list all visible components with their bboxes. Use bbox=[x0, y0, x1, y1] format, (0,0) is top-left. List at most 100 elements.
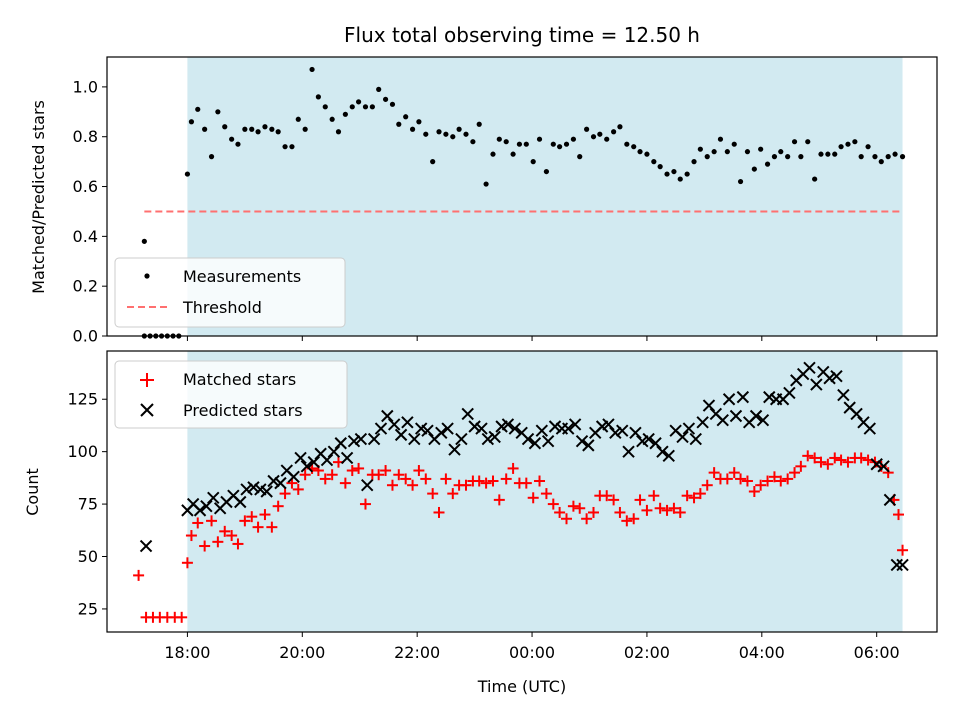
measurement-point bbox=[382, 96, 389, 102]
predicted-star-point bbox=[435, 426, 448, 439]
matched-star-point bbox=[567, 500, 579, 512]
measurement-point bbox=[141, 238, 147, 244]
matched-star-point bbox=[480, 477, 492, 489]
count-y-tick-label: 50 bbox=[78, 547, 98, 566]
measurement-point bbox=[235, 141, 241, 147]
measurement-point bbox=[657, 164, 663, 170]
measurement-point bbox=[737, 178, 744, 185]
matched-star-point bbox=[359, 498, 371, 510]
measurement-point bbox=[275, 129, 281, 135]
predicted-star-point bbox=[421, 424, 434, 437]
predicted-star-point bbox=[468, 420, 481, 433]
legend-matched-marker bbox=[140, 373, 154, 387]
matched-star-point bbox=[239, 515, 251, 527]
matched-star-point bbox=[688, 492, 700, 504]
predicted-star-point bbox=[676, 430, 689, 444]
matched-star-point bbox=[440, 473, 452, 485]
matched-star-point bbox=[802, 450, 814, 462]
measurement-point bbox=[476, 121, 482, 127]
predicted-star-point bbox=[736, 390, 750, 404]
matched-star-point bbox=[554, 506, 566, 518]
measurement-point bbox=[315, 94, 321, 100]
measurement-point bbox=[369, 104, 375, 110]
matched-star-point bbox=[648, 490, 660, 502]
predicted-star-point bbox=[756, 413, 770, 427]
predicted-star-point bbox=[455, 432, 468, 446]
matched-star-point bbox=[185, 530, 197, 542]
predicted-star-point bbox=[294, 451, 307, 465]
matched-star-point bbox=[762, 475, 774, 487]
x-tick-label: 04:00 bbox=[739, 643, 785, 662]
matched-star-point bbox=[735, 473, 747, 485]
predicted-star-point bbox=[682, 422, 696, 435]
predicted-star-point bbox=[528, 437, 542, 450]
measurement-point bbox=[611, 129, 617, 135]
matched-star-point bbox=[272, 500, 284, 512]
matched-star-point bbox=[206, 515, 218, 527]
matched-star-point bbox=[601, 490, 613, 502]
matched-star-point bbox=[614, 506, 626, 518]
predicted-star-point bbox=[609, 426, 622, 439]
measurement-point bbox=[349, 104, 355, 110]
legend-threshold-label: Threshold bbox=[182, 298, 262, 317]
count-panel: 25 50 75 100 125 18:00 20:00 22:00 00:00 02:00 04… bbox=[23, 350, 938, 696]
predicted-star-point bbox=[656, 445, 669, 458]
matched-star-point bbox=[540, 488, 552, 500]
measurement-point bbox=[597, 131, 603, 137]
predicted-star-point bbox=[689, 432, 702, 446]
predicted-star-point bbox=[763, 390, 776, 404]
measurement-point bbox=[322, 104, 328, 110]
predicted-star-point bbox=[240, 483, 253, 496]
matched-star-point bbox=[339, 477, 351, 489]
predicted-star-point bbox=[877, 460, 890, 473]
measurement-point bbox=[711, 149, 717, 155]
measurement-point bbox=[295, 116, 301, 122]
measurement-point bbox=[838, 144, 844, 150]
measurement-point bbox=[631, 144, 637, 150]
measurement-point bbox=[510, 151, 516, 157]
predicted-star-point bbox=[360, 479, 374, 492]
measurement-point bbox=[269, 126, 275, 132]
predicted-star-point bbox=[347, 434, 361, 448]
measurement-point bbox=[584, 126, 590, 132]
ratio-y-tick-label: 0.8 bbox=[73, 127, 98, 146]
measurement-point bbox=[785, 154, 791, 160]
legend-matched-label: Matched stars bbox=[183, 370, 296, 389]
predicted-star-point bbox=[334, 437, 347, 450]
predicted-star-point bbox=[320, 453, 334, 467]
measurement-point bbox=[523, 141, 529, 147]
measurement-point bbox=[651, 159, 657, 165]
matched-star-point bbox=[789, 467, 801, 479]
measurement-point bbox=[570, 136, 577, 142]
measurement-point bbox=[872, 154, 878, 160]
matched-star-point bbox=[520, 477, 532, 489]
predicted-star-point bbox=[702, 399, 716, 412]
measurement-point bbox=[771, 154, 778, 160]
matched-star-point bbox=[628, 513, 640, 525]
measurement-point bbox=[362, 104, 369, 110]
measurement-point bbox=[443, 131, 449, 137]
measurement-point bbox=[798, 154, 804, 160]
matched-star-point bbox=[212, 536, 224, 548]
predicted-star-point bbox=[722, 393, 736, 406]
measurement-point bbox=[456, 126, 462, 132]
measurement-point bbox=[764, 161, 771, 167]
matched-star-point bbox=[897, 544, 909, 556]
predicted-star-point bbox=[783, 386, 796, 400]
predicted-star-point bbox=[575, 434, 589, 448]
matched-star-point bbox=[608, 494, 620, 506]
matched-star-point bbox=[561, 513, 573, 525]
ratio-legend-box bbox=[114, 257, 346, 328]
measurement-point bbox=[805, 139, 811, 145]
matched-star-point bbox=[748, 486, 760, 497]
predicted-star-point bbox=[629, 426, 642, 439]
predicted-star-point bbox=[267, 474, 280, 488]
measurement-point bbox=[496, 136, 502, 142]
matched-star-point bbox=[447, 488, 459, 500]
predicted-star-point bbox=[830, 369, 843, 383]
measurement-point bbox=[355, 99, 362, 105]
predicted-star-point bbox=[374, 422, 388, 435]
matched-star-point bbox=[219, 525, 231, 537]
matched-star-point bbox=[795, 460, 807, 472]
legend-predicted-marker bbox=[140, 403, 154, 417]
